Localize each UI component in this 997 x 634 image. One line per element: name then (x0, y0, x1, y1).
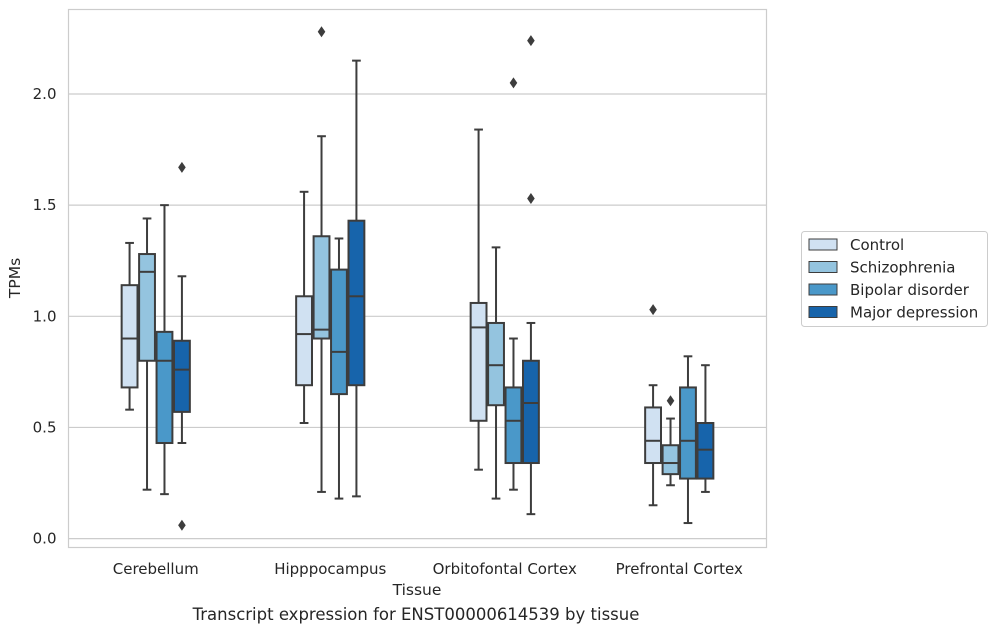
box-body (295, 295, 313, 387)
y-tick-label: 1.0 (33, 307, 57, 325)
box-major-depression (522, 35, 540, 516)
legend-swatch (808, 306, 838, 318)
box-bipolar-disorder (679, 355, 697, 525)
x-axis-title: Tissue (392, 581, 442, 599)
box-control (295, 190, 313, 425)
box-bipolar-disorder (155, 204, 174, 496)
legend-swatch (808, 238, 838, 251)
box-body (504, 386, 523, 465)
x-tick-label: Hipppocampus (274, 560, 386, 578)
x-tick-label: Orbitofontal Cortex (433, 560, 577, 578)
outlier-point (178, 519, 186, 531)
outlier-point (317, 26, 326, 38)
legend-swatch (808, 261, 838, 273)
x-tick-label: Cerebellum (113, 560, 199, 578)
y-tick-label: 0.5 (33, 418, 57, 436)
box-body (347, 219, 366, 387)
y-tick-label: 0.0 (33, 530, 57, 548)
box-bipolar-disorder (330, 237, 348, 500)
box-body (120, 284, 139, 389)
box-major-depression (347, 59, 366, 498)
y-tick-label: 1.5 (33, 196, 57, 214)
box-groups (120, 26, 715, 531)
box-body (173, 339, 191, 413)
outlier-point (527, 35, 535, 47)
box-body (661, 444, 680, 476)
legend-swatch (808, 283, 838, 296)
y-tick-label: 2.0 (33, 85, 57, 103)
box-body (138, 253, 156, 362)
outlier-point (509, 77, 518, 89)
legend-frame (801, 231, 988, 327)
box-body (522, 359, 540, 465)
box-body (312, 235, 331, 340)
box-control (644, 304, 663, 507)
legend-label: Schizophrenia (850, 259, 955, 277)
x-tick-label: Prefrontal Cortex (616, 560, 743, 578)
box-control (469, 128, 488, 471)
legend-label: Bipolar disorder (850, 281, 970, 299)
box-schizophrenia (138, 217, 156, 491)
plot-frame (67, 8, 768, 549)
box-bipolar-disorder (504, 77, 523, 491)
box-body (696, 422, 715, 480)
box-major-depression (173, 161, 191, 531)
box-schizophrenia (312, 26, 331, 493)
box-body (330, 268, 348, 396)
outlier-point (666, 395, 675, 407)
box-body (487, 321, 505, 407)
box-body (679, 386, 697, 480)
outlier-point (527, 192, 535, 204)
legend-label: Control (850, 236, 904, 254)
box-major-depression (696, 364, 715, 493)
outlier-point (178, 161, 186, 173)
legend: Control Schizophrenia Bipolar disorder Majo… (801, 231, 988, 327)
box-control (120, 241, 139, 411)
box-schizophrenia (487, 246, 505, 500)
box-body (155, 330, 174, 445)
y-axis-title: TPMs (6, 258, 24, 299)
box-body (469, 301, 488, 422)
outlier-point (649, 304, 657, 316)
figure-caption: Transcript expression for ENST0000061453… (192, 605, 640, 624)
y-tick-labels: 0.0 0.5 1.0 1.5 2.0 (33, 85, 57, 548)
box-body (644, 406, 663, 465)
box-schizophrenia (661, 395, 680, 487)
x-tick-labels: Cerebellum Hipppocampus Orbitofontal Corte… (113, 560, 743, 578)
legend-label: Major depression (850, 304, 978, 322)
